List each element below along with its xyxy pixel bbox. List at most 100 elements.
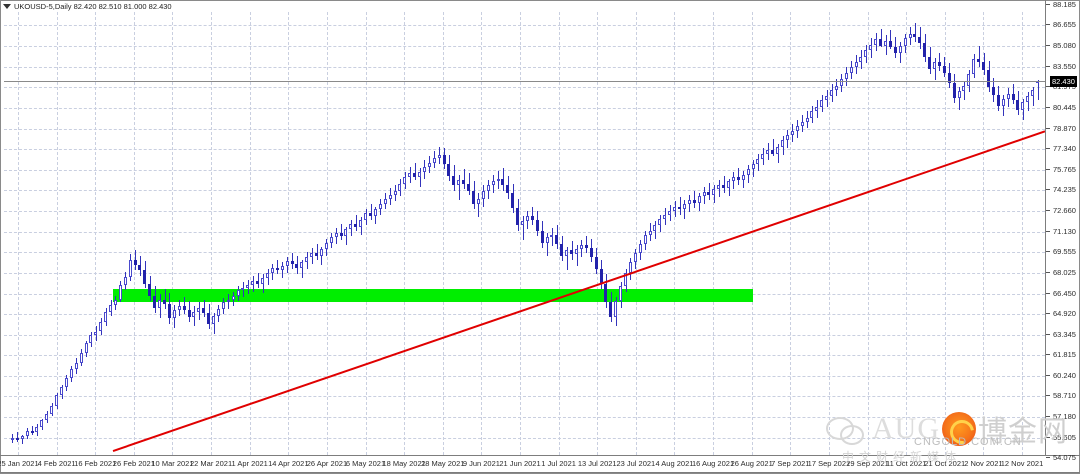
candle-body-bullish <box>40 420 44 428</box>
price-tick-label: 54.075 <box>1046 454 1076 462</box>
gridline-vertical <box>56 12 58 455</box>
price-axis[interactable]: 88.18586.65585.08083.55081.97580.44578.8… <box>1045 0 1080 462</box>
price-tick-label: 55.605 <box>1046 433 1076 442</box>
candle-body-bearish <box>511 193 515 208</box>
gridline-horizontal <box>4 190 1045 192</box>
candle-body-bullish <box>525 215 529 222</box>
candle-body-bearish <box>339 233 343 236</box>
gridline-vertical <box>635 12 637 455</box>
time-axis[interactable]: 25 Jan 2021 4 Feb 2021 16 Feb 2021 26 Feb 2… <box>0 455 1045 474</box>
candle-body-bearish <box>535 219 539 231</box>
candle-wick <box>552 227 553 247</box>
candle-body-bullish <box>663 214 667 219</box>
candle-body-bearish <box>187 310 191 317</box>
candle-body-bullish <box>197 307 201 312</box>
candle-wick <box>1038 80 1039 101</box>
candle-body-bearish <box>771 149 775 154</box>
price-tick-label: 78.870 <box>1046 124 1076 133</box>
gridline-vertical <box>828 12 830 455</box>
candle-body-bullish <box>1001 99 1005 106</box>
date-tick-label: 4 Aug 2021 <box>655 459 694 468</box>
gridline-vertical <box>520 12 521 455</box>
price-tick-label: 68.025 <box>1046 268 1076 277</box>
candle-wick <box>356 214 357 231</box>
candle-wick <box>773 138 774 157</box>
gridline-horizontal <box>4 66 1045 68</box>
chevron-down-icon[interactable] <box>3 4 11 9</box>
candle-body-bearish <box>133 259 137 266</box>
gridline-horizontal <box>4 211 1045 213</box>
candle-body-bullish <box>785 134 789 141</box>
candle-body-bearish <box>354 223 358 227</box>
price-axis-line <box>1045 0 1046 455</box>
candle-body-bullish <box>619 286 623 301</box>
date-tick-label: 28 May 2021 <box>421 459 465 468</box>
candle-body-bullish <box>25 431 29 437</box>
candle-body-bullish <box>668 210 672 215</box>
price-tick-label: 86.655 <box>1046 21 1076 29</box>
candle-body-bearish <box>923 43 927 57</box>
chart-plot-area[interactable] <box>4 12 1045 455</box>
candle-wick <box>915 23 916 42</box>
candle-body-bullish <box>359 219 363 227</box>
candle-body-bearish <box>462 180 466 185</box>
candle-body-bearish <box>986 69 990 88</box>
candle-body-bearish <box>275 267 279 271</box>
gridline-vertical <box>597 12 599 455</box>
candle-body-bearish <box>315 253 319 256</box>
candle-body-bearish <box>516 207 520 226</box>
candle-body-bullish <box>761 153 765 159</box>
candle-wick <box>935 57 936 81</box>
time-axis-line-bottom <box>0 472 1080 473</box>
candle-wick <box>459 174 460 200</box>
candle-body-bullish <box>972 59 976 74</box>
candle-body-bullish <box>658 218 662 226</box>
price-tick-label: 61.815 <box>1046 351 1076 359</box>
candle-body-bullish <box>746 169 750 175</box>
candle-body-bearish <box>1016 100 1020 110</box>
gridline-horizontal <box>4 149 1045 151</box>
candle-body-bearish <box>506 185 510 194</box>
candle-body-bearish <box>560 243 564 256</box>
candle-body-bullish <box>69 368 73 378</box>
candle-body-bullish <box>800 121 804 126</box>
candle-body-bullish <box>624 273 628 287</box>
candle-body-bullish <box>231 295 235 300</box>
candle-body-bullish <box>373 209 377 216</box>
candle-body-bullish <box>59 387 63 396</box>
candle-wick <box>420 168 421 187</box>
candle-body-bullish <box>192 311 196 317</box>
candle-body-bullish <box>741 174 745 181</box>
ascending-trendline[interactable] <box>4 12 1045 455</box>
candle-body-bullish <box>251 281 255 285</box>
candle-body-bullish <box>334 233 338 238</box>
date-tick-label: 29 Sep 2021 <box>846 459 889 468</box>
candle-body-bullish <box>682 204 686 210</box>
candle-body-bullish <box>236 290 240 296</box>
candle-body-bullish <box>844 72 848 80</box>
candle-body-bullish <box>10 437 14 441</box>
candle-body-bullish <box>1021 101 1025 110</box>
candle-body-bearish <box>207 312 211 324</box>
candle-body-bearish <box>722 185 726 189</box>
watermark-tagline: 中文财经新媒体 <box>842 450 962 464</box>
candle-body-bullish <box>628 262 632 274</box>
date-tick-label: 13 Jul 2021 <box>577 459 617 468</box>
gridline-horizontal <box>4 87 1045 89</box>
date-tick-label: 26 Aug 2021 <box>730 459 773 468</box>
candle-body-bullish <box>177 306 181 311</box>
candle-body-bullish <box>344 229 348 236</box>
support-zone-rectangle[interactable] <box>113 289 753 302</box>
candle-body-bearish <box>937 61 941 66</box>
candle-body-bearish <box>996 95 1000 106</box>
candle-body-bearish <box>447 164 451 177</box>
candle-body-bullish <box>319 249 323 256</box>
candle-body-bullish <box>766 149 770 154</box>
candle-body-bearish <box>501 178 505 186</box>
candle-body-bearish <box>30 431 34 434</box>
gridline-horizontal <box>4 107 1045 109</box>
gridline-vertical <box>442 12 444 455</box>
candle-body-bearish <box>368 213 372 216</box>
candle-body-bullish <box>908 34 912 38</box>
candle-body-bearish <box>609 302 613 317</box>
